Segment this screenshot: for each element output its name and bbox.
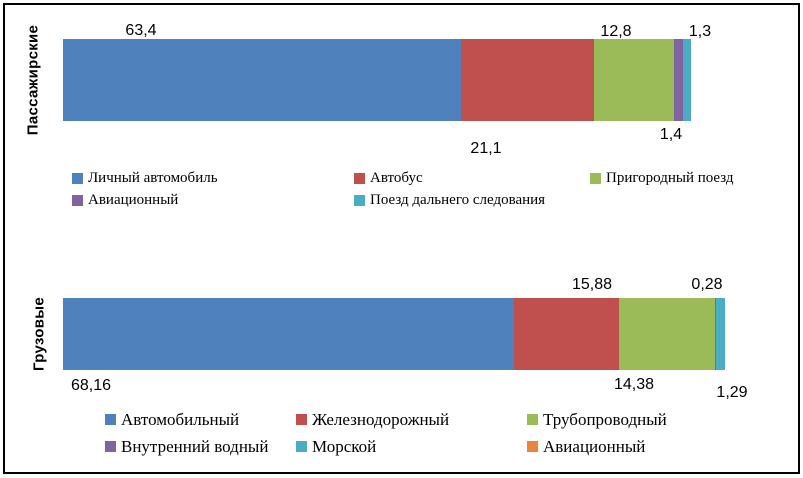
bar-segment-personal-car (63, 39, 462, 121)
data-label-rail: 15,88 (571, 276, 613, 293)
legend-label-sea: Морской (312, 437, 377, 456)
stacked-bar-freight (63, 298, 725, 370)
legend-label-suburban-train: Пригородный поезд (606, 170, 734, 186)
legend-item-aviation: Авиационный (527, 438, 645, 455)
stacked-bar-passenger (63, 39, 691, 121)
legend-item-bus: Автобус (354, 171, 423, 186)
legend-item-long-distance-train: Поезд дальнего следования (354, 193, 545, 208)
data-label-bus: 21,1 (470, 140, 502, 157)
legend-item-suburban-train: Пригородный поезд (590, 171, 734, 186)
legend-label-long-distance-train: Поезд дальнего следования (370, 192, 546, 208)
legend-label-aviation: Авиационный (543, 437, 646, 456)
bar-segment-bus (461, 39, 594, 121)
legend-label-bus: Автобус (370, 170, 423, 186)
legend-label-pipeline: Трубопроводный (543, 410, 667, 429)
legend-swatch-long-distance-train (354, 195, 365, 206)
data-label-road: 68,16 (70, 377, 112, 394)
legend-item-sea: Морской (296, 438, 376, 455)
legend-swatch-sea (296, 441, 307, 452)
legend-item-road: Автомобильный (105, 411, 239, 428)
legend-label-rail: Железнодорожный (312, 410, 450, 429)
bar-segment-suburban-train (593, 39, 675, 121)
bar-segment-inland-water (714, 298, 717, 370)
legend-swatch-pipeline (527, 414, 538, 425)
bar-segment-road (63, 298, 515, 370)
bar-segment-rail (514, 298, 620, 370)
legend-item-personal-car: Личный автомобиль (72, 171, 218, 186)
data-label-sea: 1,29 (716, 384, 748, 401)
legend-swatch-bus (354, 173, 365, 184)
data-label-pipeline: 14,38 (613, 376, 655, 393)
data-label-personal-car: 63,4 (125, 22, 157, 39)
legend-swatch-suburban-train (590, 173, 601, 184)
legend-label-aviation: Авиационный (88, 192, 179, 208)
legend-label-inland-water: Внутренний водный (121, 437, 269, 456)
legend-item-aviation: Авиационный (72, 193, 178, 208)
data-label-inland-water: 0,28 (691, 276, 723, 293)
legend-swatch-aviation (527, 441, 538, 452)
data-label-long-distance-train: 1,3 (688, 23, 712, 40)
legend-item-pipeline: Трубопроводный (527, 411, 667, 428)
legend-swatch-road (105, 414, 116, 425)
bar-segment-sea (716, 298, 725, 370)
legend-item-inland-water: Внутренний водный (105, 438, 268, 455)
legend-label-personal-car: Личный автомобиль (88, 170, 218, 186)
legend-swatch-aviation (72, 195, 83, 206)
legend-swatch-rail (296, 414, 307, 425)
legend-swatch-personal-car (72, 173, 83, 184)
bar-segment-long-distance-train (682, 39, 691, 121)
figure-border (3, 3, 800, 474)
legend-label-road: Автомобильный (121, 410, 240, 429)
bar-segment-pipeline (619, 298, 715, 370)
y-axis-label-freight: Грузовые (30, 296, 48, 372)
bar-segment-aviation (674, 39, 683, 121)
legend-swatch-inland-water (105, 441, 116, 452)
data-label-aviation: 1,4 (659, 126, 683, 143)
data-label-suburban-train: 12,8 (600, 23, 632, 40)
legend-item-rail: Железнодорожный (296, 411, 449, 428)
